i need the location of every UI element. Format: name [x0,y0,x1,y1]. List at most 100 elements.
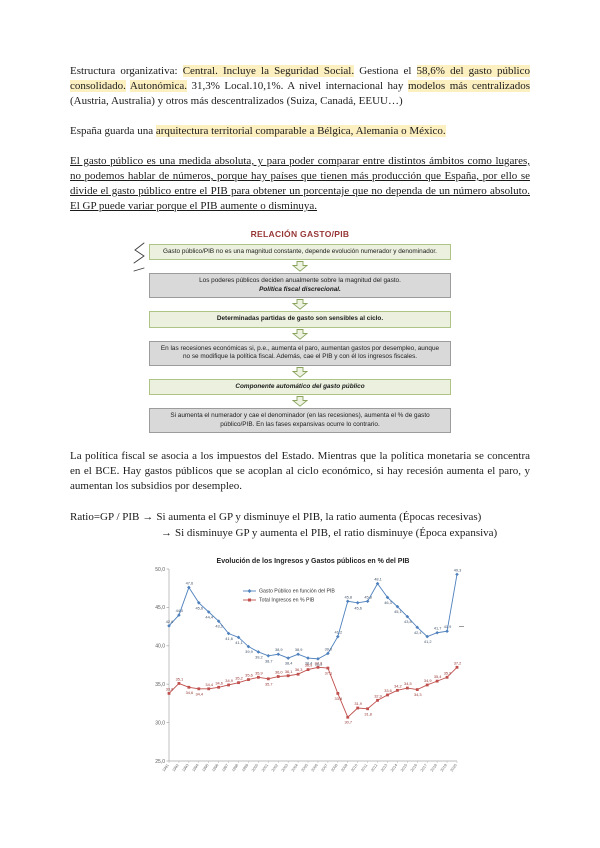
text-run: Estructura organizativa: [70,65,183,77]
diagram-box: Gasto público/PIB no es una magnitud con… [149,244,451,261]
x-tick-label: 1998 [231,763,239,772]
chart-text: 38,7 [265,658,273,663]
diamond-marker [177,613,181,617]
chart-text: 31,8 [364,711,372,716]
chart-text: 34,6 [186,690,194,695]
chart-title: Evolución de los Ingresos y Gastos públi… [217,558,410,565]
diamond-marker [445,629,449,634]
chart-text: 49,3 [454,567,462,572]
chart-text: 32,9 [374,693,382,698]
paragraph-politica-fiscal: La política fiscal se asocia a los impue… [70,450,530,493]
chart-text: 34,5 [404,681,412,686]
x-tick-label: 1992 [172,763,180,772]
highlighted-text: Autonómica. [129,80,187,92]
chart-text: 38,9 [295,647,303,652]
paragraph-gasto-publico-medida: El gasto público es una medida absoluta,… [70,155,530,212]
chart-text: 35,4 [434,674,442,679]
square-marker [227,683,230,687]
x-tick-label: 2020 [450,763,458,772]
legend-label: Gasto Público en función del PIB [259,589,335,595]
highlighted-text: arquitectura territorial comparable a Bé… [155,125,446,137]
x-tick-label: 2016 [410,763,418,772]
square-marker [177,682,181,685]
chart-text: 38,9 [275,647,283,652]
square-marker [266,677,270,681]
chart-text: 35,2 [235,676,243,681]
highlighted-text: modelos más centralizados [407,80,530,92]
diamond-marker [405,614,410,619]
x-tick-label: 1994 [191,763,199,772]
chart-text: 36,1 [285,669,293,674]
x-tick-label: 1999 [241,763,249,772]
series-line-diamond [168,574,458,660]
x-tick-label: 1995 [201,763,209,772]
chart-text: 34,6 [215,680,223,685]
diagram-box: Los poderes públicos deciden anualmente … [149,273,451,299]
ratio-formula: Ratio=GP / PIB [70,511,140,524]
square-marker [256,675,260,679]
x-tick-label: 2012 [370,763,378,772]
diamond-marker [226,631,231,636]
x-tick-label: 2007 [321,763,329,772]
square-marker [306,668,310,672]
chart-text: 36,9 [305,663,313,668]
chart-text: 38,3 [315,661,323,666]
chart-text: 41,9 [444,624,452,629]
legend-square-marker [248,598,251,602]
x-tick-label: 2004 [291,763,299,772]
square-marker [316,665,320,669]
chart-text: 25,0 [155,759,165,765]
chart-text: 38,4 [305,661,313,666]
chart-text: 39,9 [245,649,253,654]
paragraph-estructura-organizativa: Estructura organizativa: Central. Incluy… [70,64,530,109]
diamond-marker [326,651,330,656]
down-arrow-icon [149,366,451,378]
chart-text: 42,6 [166,619,174,624]
document-page: Estructura organizativa: Central. Incluy… [70,64,530,798]
square-marker [376,699,379,702]
chart-text: 44,4 [205,615,213,620]
chart-text: 34,3 [414,692,422,697]
chart-text: 45,8 [364,594,372,599]
diagram-box-text: Gasto público/PIB no es una magnitud con… [163,248,437,255]
diagram-relacion-gasto-pib: RELACIÓN GASTO/PIB Gasto público/PIB no … [133,229,451,434]
chart-text: 45,1 [394,609,402,614]
square-marker [296,672,300,676]
chart-evolucion-ingresos-gastos: Evolución de los Ingresos y Gastos públi… [135,553,465,798]
chart-text: 33,8 [166,686,174,691]
chart-text: 34,2 [394,683,402,688]
diamond-marker [415,625,420,630]
diagram-box: En las recesiones económicas si, p.e., a… [149,340,451,366]
diagram-box-text: Los poderes públicos deciden anualmente … [199,277,401,285]
diamond-marker [375,581,380,586]
chart-text: 41,1 [235,640,243,645]
diamond-marker [296,652,300,657]
chart-text: 33,6 [384,688,392,693]
legend-diamond-marker [247,589,252,594]
chart-text: 44,0 [176,608,184,613]
x-tick-label: 2001 [261,763,269,772]
ratio-block: Ratio=GP / PIB → Si aumenta el GP y dismin… [70,509,530,541]
diamond-marker [345,599,350,604]
square-marker [435,679,439,683]
paragraph-espana-arquitectura: España guarda una arquitectura territori… [70,124,530,139]
x-tick-label: 2006 [311,763,319,772]
square-marker [455,665,459,669]
chart-text: 37,1 [325,671,333,676]
square-marker [405,686,409,690]
chart-text: 34,4 [205,682,213,687]
diagram-box-text: Determinadas partidas de gasto son sensi… [216,315,384,323]
ratio-case-recessive: Si aumenta el GP y disminuye el PIB, la … [156,511,482,524]
diagram-box: Componente automático del gasto público [149,378,451,396]
down-arrow-icon [149,396,451,407]
series-line-square [168,666,458,719]
square-marker [445,675,449,679]
chart-text: 41,2 [335,630,343,635]
chart-text: 34,9 [424,678,432,683]
x-tick-label: 2000 [251,763,259,772]
diagram-box-text: Componente automático del gasto público [235,382,365,390]
x-tick-label: 2015 [400,763,408,772]
x-tick-label: 2008 [331,763,339,772]
chart-text: 30,7 [344,720,352,725]
x-tick-label: 2011 [360,763,368,772]
